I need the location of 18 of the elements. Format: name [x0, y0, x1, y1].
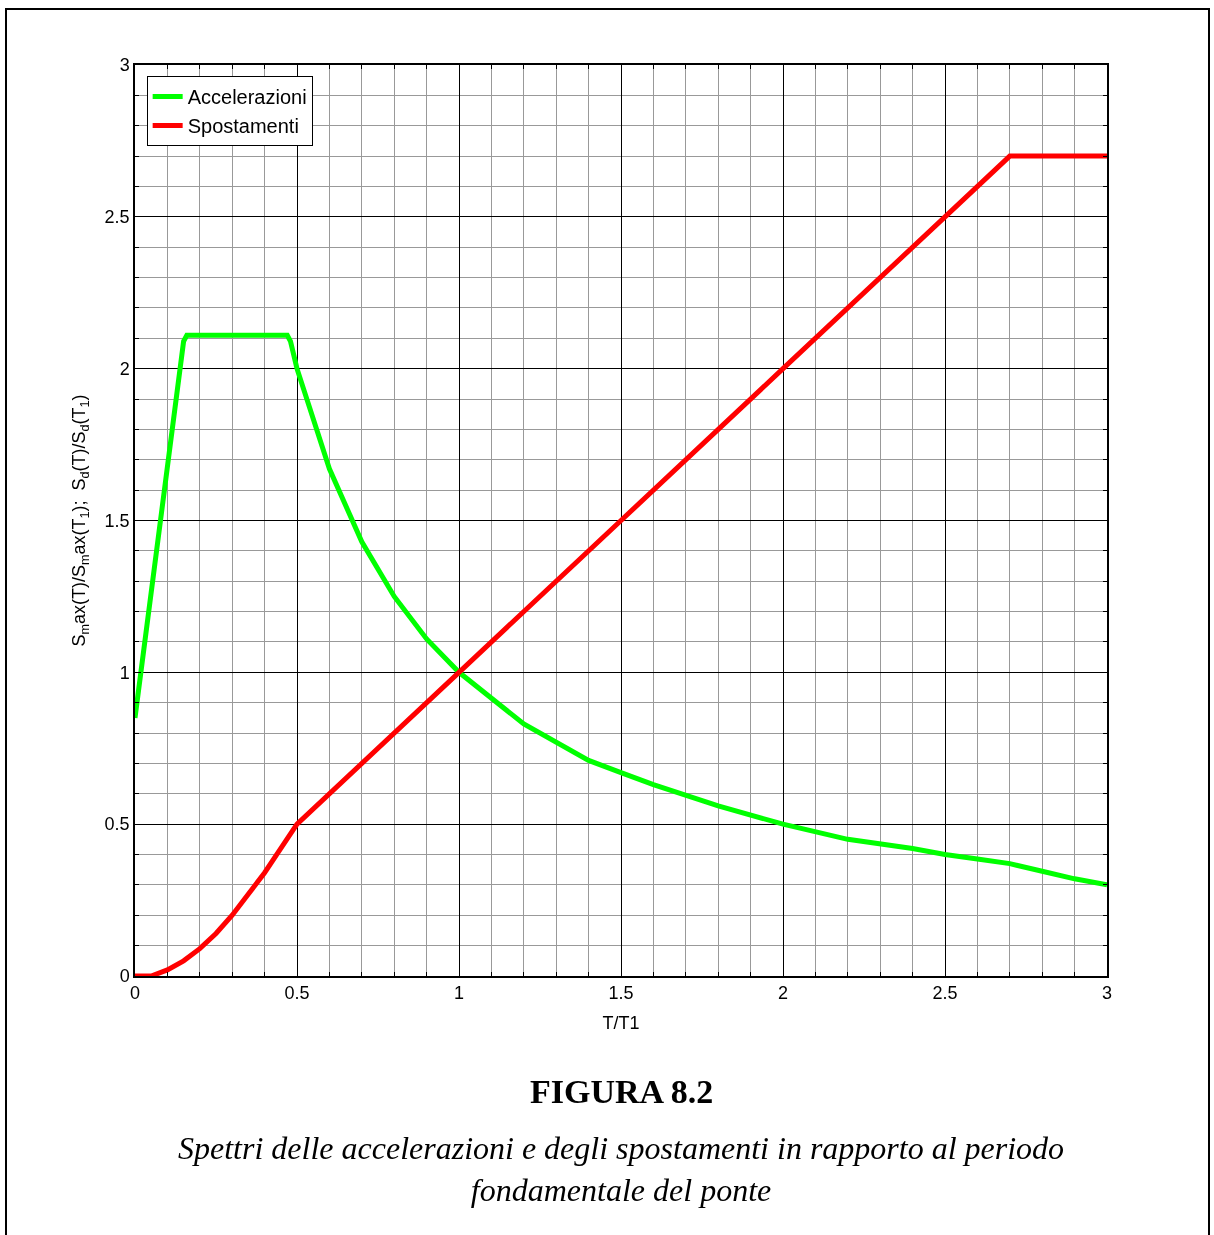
x-tick-label: 0.5	[284, 983, 310, 1004]
text: FIGURA 8.2	[530, 1073, 714, 1110]
y-tick-label: 0.5	[104, 814, 130, 835]
x-tick-label: 2	[777, 983, 789, 1004]
x-axis-title: T/T1	[602, 1012, 640, 1033]
x-tick-label: 2.5	[932, 983, 958, 1004]
y-tick-label: 2.5	[104, 207, 130, 228]
y-tick-label: 0	[119, 966, 130, 987]
legend-label: Accelerazioni	[187, 86, 307, 109]
y-tick-label: 1.5	[104, 510, 130, 531]
text: Spettri delle accelerazioni e degli spostamenti in rapporto al periodo fondamentale del ponte	[178, 1130, 1065, 1208]
y-tick-label: 1	[119, 662, 130, 683]
x-tick-label: 3	[1101, 983, 1113, 1004]
y-tick-label: 2	[119, 358, 130, 379]
x-tick-label: 1.5	[608, 983, 634, 1004]
y-tick-label: 3	[119, 55, 130, 76]
x-tick-label: 1	[453, 983, 465, 1004]
legend-label: Spostamenti	[187, 115, 299, 138]
